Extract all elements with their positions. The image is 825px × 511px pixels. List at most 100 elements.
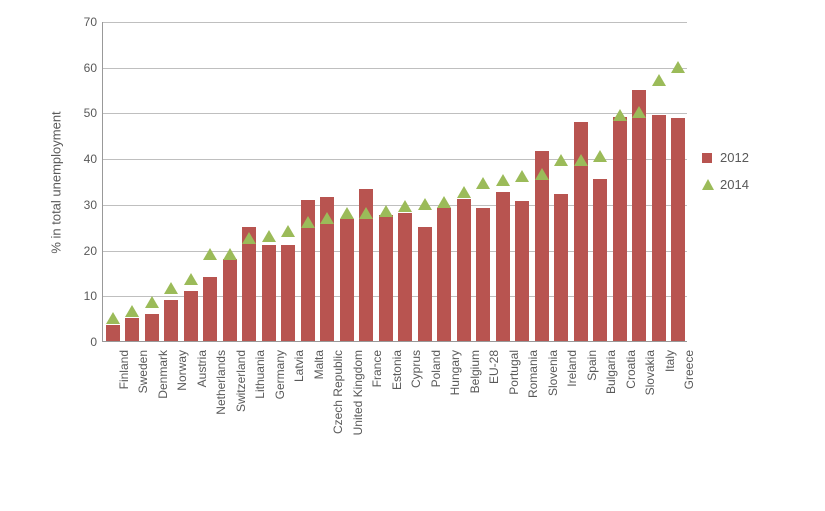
triangle-marker [262,230,276,242]
bar [437,208,451,341]
bar-slot [610,22,630,341]
x-tick-label: Bulgaria [604,350,618,394]
bar-slot [259,22,279,341]
bar [476,208,490,341]
y-axis-title-text: % in total unemployment [49,111,64,253]
bar-slot [201,22,221,341]
legend-item: 2012 [702,150,749,165]
x-tick-label: Norway [175,350,189,391]
bar-slot [123,22,143,341]
bar-slot [162,22,182,341]
bar-slot [435,22,455,341]
x-tick-label: Portugal [507,350,521,395]
triangle-marker [125,305,139,317]
bar-slot [376,22,396,341]
triangle-marker [301,216,315,228]
bar-slot [220,22,240,341]
legend-label: 2012 [720,150,749,165]
triangle-marker [535,168,549,180]
triangle-marker [145,296,159,308]
x-tick-label: Estonia [390,350,404,390]
x-tick-label: Romania [526,350,540,398]
bar-slot [552,22,572,341]
triangle-marker [457,186,471,198]
x-tick-label: Malta [312,350,326,379]
bar-slot [396,22,416,341]
bar [281,245,295,341]
x-tick-label: Austria [195,350,209,387]
x-axis-labels: FinlandSwedenDenmarkNorwayAustriaNetherl… [102,344,687,484]
y-tick-label: 20 [84,244,97,258]
y-tick-label: 0 [90,335,97,349]
y-tick-label: 40 [84,152,97,166]
bar [457,199,471,341]
legend-item: 2014 [702,177,749,192]
bar [223,259,237,341]
x-tick-label: Netherlands [214,350,228,415]
triangle-marker [281,225,295,237]
triangle-marker [515,170,529,182]
triangle-marker [340,207,354,219]
bar-slot [493,22,513,341]
bar-slot [279,22,299,341]
bar [613,117,627,341]
bar-slot [649,22,669,341]
x-tick-label: Latvia [292,350,306,382]
triangle-marker [574,154,588,166]
bar [632,90,646,341]
bar-slot [513,22,533,341]
bar [652,115,666,341]
bar-slot [591,22,611,341]
bar [164,300,178,341]
legend-swatch-triangle [702,179,714,190]
x-tick-label: Finland [117,350,131,389]
x-tick-label: Switzerland [234,350,248,412]
triangle-marker [613,109,627,121]
triangle-marker [379,205,393,217]
triangle-marker [632,106,646,118]
x-tick-label: Greece [682,350,696,389]
x-tick-label: Spain [585,350,599,381]
bar [106,325,120,341]
y-tick-label: 10 [84,289,97,303]
triangle-marker [359,207,373,219]
bar-slot [181,22,201,341]
x-tick-label: Slovakia [643,350,657,395]
triangle-marker [203,248,217,260]
bar-slot [571,22,591,341]
bar [593,179,607,341]
x-tick-label: Poland [429,350,443,387]
bar [515,201,529,341]
bar-slot [669,22,689,341]
bar [262,245,276,341]
bar-slot [357,22,377,341]
bar [203,277,217,341]
x-tick-label: Sweden [136,350,150,393]
triangle-marker [671,61,685,73]
triangle-marker [652,74,666,86]
y-tick-label: 50 [84,106,97,120]
triangle-marker [106,312,120,324]
y-tick-label: 60 [84,61,97,75]
bar-slot [415,22,435,341]
bar [398,213,412,341]
legend-swatch-bar [702,153,712,163]
x-tick-label: EU-28 [487,350,501,384]
bar [671,118,685,341]
triangle-marker [476,177,490,189]
x-tick-label: Lithuania [253,350,267,399]
y-axis-title: % in total unemployment [48,22,64,342]
bar [184,291,198,341]
triangle-marker [242,232,256,244]
bar-slot [532,22,552,341]
x-tick-label: Belgium [468,350,482,393]
triangle-marker [223,248,237,260]
triangle-marker [398,200,412,212]
triangle-marker [184,273,198,285]
x-tick-label: Ireland [565,350,579,387]
x-tick-label: Cyprus [409,350,423,388]
bar-slot [630,22,650,341]
legend: 2012 2014 [702,150,749,204]
x-tick-label: France [370,350,384,387]
x-tick-label: Croatia [624,350,638,389]
